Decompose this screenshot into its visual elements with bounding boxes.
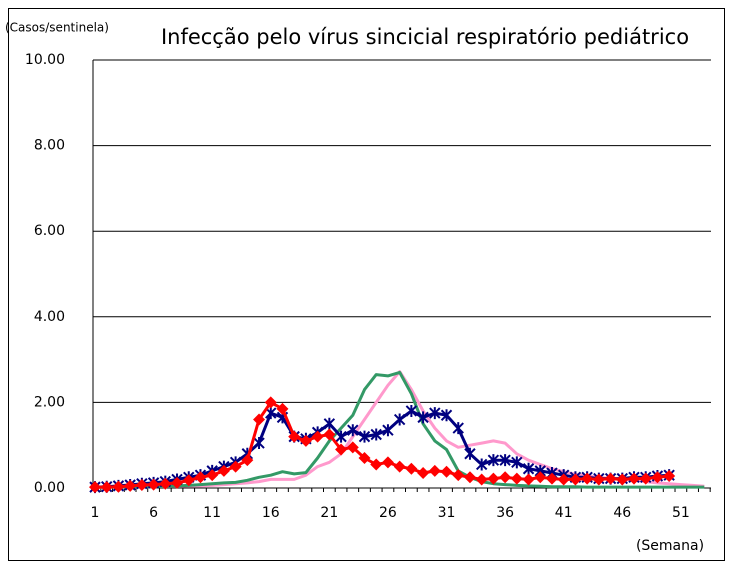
marker xyxy=(335,443,348,456)
marker xyxy=(171,476,184,489)
marker xyxy=(299,434,312,447)
marker xyxy=(487,454,500,467)
marker xyxy=(217,464,230,477)
marker xyxy=(581,472,594,485)
y-tick-label: 10.00 xyxy=(25,52,65,68)
marker xyxy=(194,471,207,484)
marker xyxy=(370,458,383,471)
y-axis-label: (Casos/sentinela) xyxy=(5,21,109,35)
marker xyxy=(323,428,336,441)
chart-frame xyxy=(8,8,725,561)
y-tick-label: 8.00 xyxy=(34,138,65,154)
marker xyxy=(417,467,430,480)
marker xyxy=(358,430,371,443)
marker xyxy=(323,417,336,430)
marker xyxy=(206,469,219,482)
x-tick-label: 36 xyxy=(496,505,514,521)
marker xyxy=(311,430,324,443)
marker xyxy=(393,460,406,473)
series-line xyxy=(95,370,705,489)
marker xyxy=(100,481,113,494)
marker xyxy=(135,479,148,492)
x-tick-label: 51 xyxy=(672,505,690,521)
marker xyxy=(381,456,394,469)
x-tick-label: 41 xyxy=(555,505,573,521)
x-tick-label: 26 xyxy=(379,505,397,521)
marker xyxy=(229,460,242,473)
marker xyxy=(592,473,605,486)
marker xyxy=(464,447,476,460)
marker xyxy=(335,430,347,443)
marker xyxy=(475,458,488,471)
marker xyxy=(112,480,125,493)
marker xyxy=(511,456,523,469)
y-tick-label: 0.00 xyxy=(34,480,65,496)
marker xyxy=(475,473,488,486)
marker xyxy=(253,437,265,450)
x-tick-label: 21 xyxy=(320,505,338,521)
marker xyxy=(463,471,476,484)
marker xyxy=(639,472,652,485)
marker xyxy=(428,464,441,477)
marker xyxy=(510,472,523,485)
marker xyxy=(440,465,453,478)
marker xyxy=(487,472,500,485)
marker xyxy=(499,471,512,484)
y-tick-label: 4.00 xyxy=(34,309,65,325)
marker xyxy=(159,477,172,490)
marker xyxy=(569,473,582,486)
x-axis-label: (Semana) xyxy=(636,538,704,554)
marker xyxy=(382,424,394,437)
marker xyxy=(522,462,535,475)
marker xyxy=(241,454,254,467)
marker xyxy=(346,441,359,454)
marker xyxy=(440,409,453,422)
x-tick-label: 31 xyxy=(438,505,456,521)
marker xyxy=(347,424,359,437)
marker xyxy=(534,471,547,484)
marker xyxy=(522,473,535,486)
marker xyxy=(264,396,277,409)
marker xyxy=(405,462,418,475)
x-tick-label: 46 xyxy=(613,505,631,521)
marker xyxy=(616,473,629,486)
chart-title: Infecção pelo vírus sincicial respiratór… xyxy=(161,25,689,49)
marker xyxy=(124,479,137,492)
marker xyxy=(417,411,429,424)
x-tick-label: 6 xyxy=(149,505,158,521)
x-tick-label: 16 xyxy=(262,505,280,521)
marker xyxy=(405,404,418,417)
x-tick-label: 11 xyxy=(203,505,221,521)
marker xyxy=(452,422,464,435)
marker xyxy=(429,407,441,420)
marker xyxy=(604,472,617,485)
marker xyxy=(393,413,406,426)
marker xyxy=(288,430,301,443)
marker xyxy=(452,469,465,482)
marker xyxy=(499,454,511,467)
marker xyxy=(276,402,289,415)
x-tick-label: 1 xyxy=(91,505,100,521)
marker xyxy=(147,478,160,491)
marker xyxy=(651,471,664,484)
y-tick-label: 2.00 xyxy=(34,394,65,410)
marker xyxy=(557,473,570,486)
marker xyxy=(253,413,266,426)
marker xyxy=(628,472,641,485)
marker xyxy=(358,452,371,465)
y-tick-label: 6.00 xyxy=(34,223,65,239)
marker xyxy=(182,474,195,487)
marker xyxy=(545,472,558,485)
marker xyxy=(370,428,382,441)
marker xyxy=(89,481,101,494)
marker xyxy=(663,470,676,483)
